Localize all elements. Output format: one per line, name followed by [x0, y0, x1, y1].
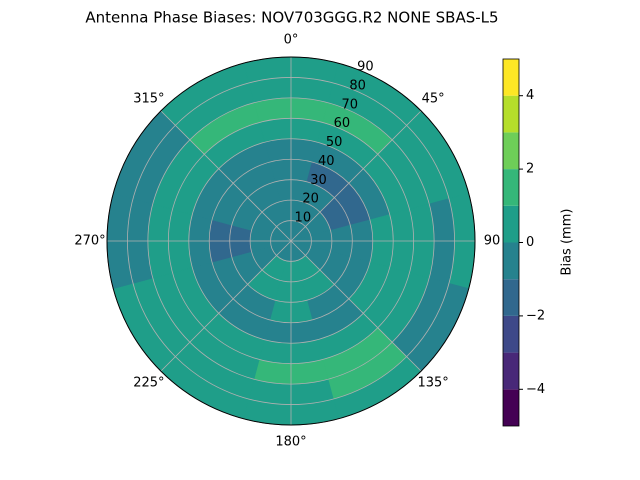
colorbar-swatch [503, 352, 519, 390]
colorbar-tick-label: −4 [526, 382, 545, 397]
polar-frame [106, 56, 476, 426]
r-tick-label: 30 [310, 173, 327, 188]
r-tick-label: 40 [318, 154, 335, 169]
colorbar-label: Bias (mm) [560, 209, 575, 276]
r-tick-label: 90 [357, 60, 374, 75]
chart-title: Antenna Phase Biases: NOV703GGG.R2 NONE … [85, 9, 498, 27]
colorbar-swatch [503, 132, 519, 170]
theta-tick-label: 0° [284, 33, 299, 48]
theta-tick-label: 45° [422, 91, 445, 106]
theta-tick-label: 90 [484, 234, 501, 249]
colorbar-tick-label: 0 [526, 235, 534, 250]
colorbar-tick-label: 2 [526, 162, 534, 177]
grid-spoke [160, 110, 292, 242]
r-tick-label: 50 [326, 135, 343, 150]
colorbar-swatch [503, 205, 519, 243]
grid-spoke [290, 110, 422, 242]
colorbar-swatch [503, 279, 519, 316]
theta-tick-label: 315° [133, 91, 164, 106]
colorbar-swatch [503, 169, 519, 206]
grid-spoke [160, 240, 292, 372]
colorbar-tick-label: −2 [526, 308, 545, 323]
colorbar-swatch [503, 389, 519, 426]
colorbar-tick-label: 4 [526, 88, 534, 103]
theta-tick-label: 270° [74, 234, 105, 249]
colorbar-swatch [503, 242, 519, 280]
theta-tick-label: 225° [133, 376, 164, 391]
colorbar-swatch [503, 59, 519, 96]
r-tick-label: 10 [295, 211, 312, 226]
grid-spoke [290, 240, 422, 372]
colorbar-swatch [503, 315, 519, 353]
r-tick-label: 80 [349, 78, 366, 93]
theta-tick-label: 180° [275, 435, 306, 450]
theta-tick-label: 135° [417, 376, 448, 391]
colorbar-swatch [503, 95, 519, 133]
r-tick-label: 60 [334, 116, 351, 131]
r-tick-label: 70 [341, 97, 358, 112]
r-tick-label: 20 [302, 192, 319, 207]
